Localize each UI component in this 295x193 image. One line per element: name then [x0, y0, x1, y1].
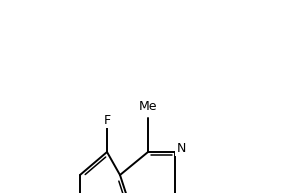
- Text: Me: Me: [139, 101, 157, 113]
- Text: F: F: [104, 113, 111, 126]
- Text: N: N: [176, 141, 186, 155]
